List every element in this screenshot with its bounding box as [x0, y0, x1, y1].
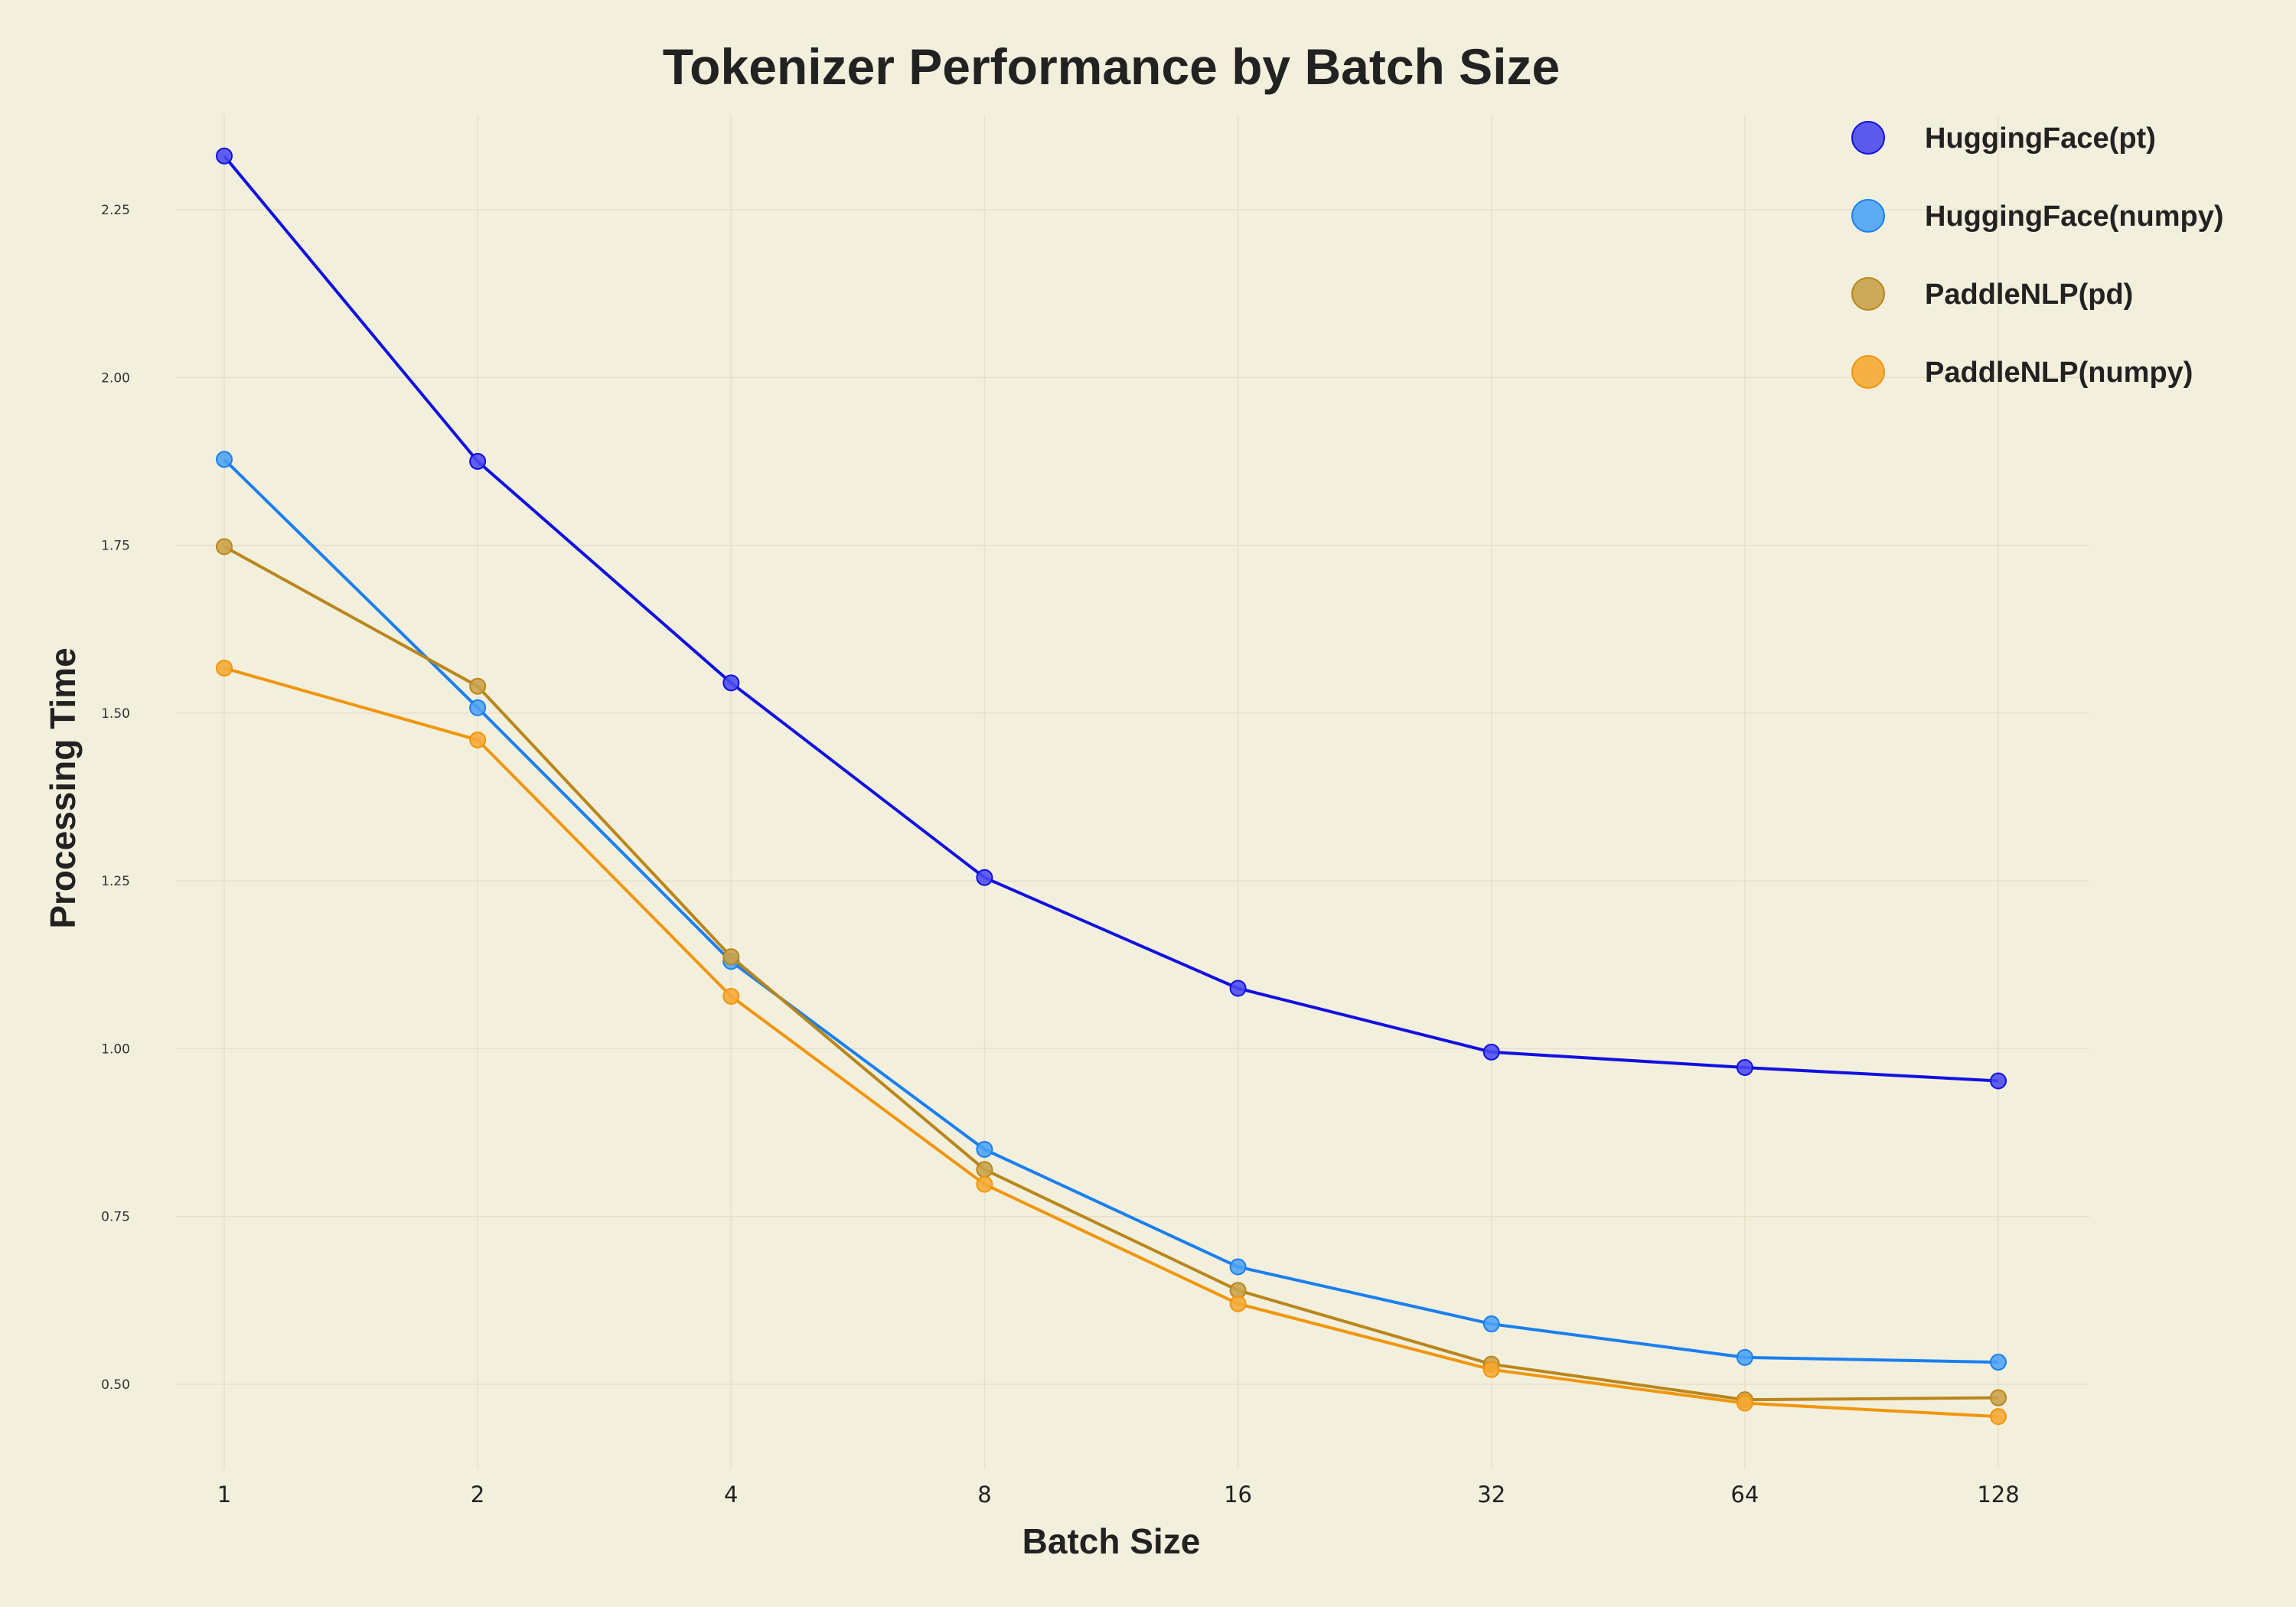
- series-line: [223, 155, 1999, 1083]
- data-point: [469, 452, 487, 470]
- data-point: [1736, 1058, 1753, 1076]
- data-point: [1990, 1408, 2007, 1426]
- chart-title: Tokenizer Performance by Batch Size: [663, 38, 1561, 95]
- series-1: [216, 451, 2007, 1371]
- y-tick-label: 1.25: [101, 874, 130, 889]
- data-point: [722, 988, 740, 1006]
- legend-label: HuggingFace(pt): [1925, 122, 2156, 155]
- legend-label: PaddleNLP(numpy): [1925, 357, 2193, 389]
- data-point: [1229, 980, 1247, 997]
- x-axis-label: Batch Size: [1022, 1521, 1201, 1561]
- data-point: [976, 1175, 993, 1193]
- data-point: [216, 451, 233, 468]
- data-point: [1482, 1043, 1500, 1061]
- y-tick-label: 1.50: [101, 706, 130, 722]
- data-point: [976, 1141, 993, 1158]
- series-0: [216, 147, 2007, 1090]
- data-point: [722, 948, 740, 966]
- series-group: [216, 147, 2007, 1426]
- data-point: [1229, 1258, 1247, 1276]
- series-3: [216, 660, 2007, 1426]
- x-axis-ticks: 1 2 4 8 16 32 64 128: [217, 1482, 2020, 1508]
- x-tick-label: 16: [1224, 1482, 1252, 1508]
- data-point: [722, 674, 740, 692]
- y-tick-label: 2.00: [101, 370, 130, 386]
- x-tick-label: 4: [724, 1482, 738, 1508]
- x-tick-label: 1: [217, 1482, 231, 1508]
- series-line: [223, 667, 1999, 1419]
- gridlines: [176, 115, 2089, 1469]
- data-point: [216, 660, 233, 677]
- x-tick-label: 128: [1977, 1482, 2019, 1508]
- legend-marker: [1851, 199, 1885, 233]
- x-tick-label: 2: [471, 1482, 484, 1508]
- y-tick-label: 1.75: [101, 539, 130, 554]
- x-tick-label: 32: [1477, 1482, 1505, 1508]
- data-point: [469, 699, 487, 716]
- data-point: [1736, 1348, 1753, 1366]
- data-point: [469, 731, 487, 748]
- x-tick-label: 8: [977, 1482, 991, 1508]
- legend: HuggingFace(pt) HuggingFace(numpy) PaddleN…: [1851, 121, 2224, 389]
- data-point: [976, 1161, 993, 1178]
- data-point: [1482, 1361, 1500, 1378]
- y-tick-label: 2.25: [101, 203, 130, 218]
- y-tick-label: 0.75: [101, 1210, 130, 1225]
- legend-marker: [1851, 355, 1885, 389]
- y-axis-ticks: 0.50 0.75 1.00 1.25 1.50 1.75 2.00 2.25: [101, 203, 130, 1393]
- data-point: [1229, 1295, 1247, 1312]
- data-point: [1990, 1072, 2007, 1090]
- y-tick-label: 1.00: [101, 1041, 130, 1057]
- legend-marker: [1851, 277, 1885, 311]
- data-point: [1736, 1394, 1753, 1412]
- y-tick-label: 0.50: [101, 1377, 130, 1393]
- series-line: [223, 545, 1999, 1402]
- data-point: [1990, 1354, 2007, 1371]
- legend-label: HuggingFace(numpy): [1925, 200, 2224, 233]
- legend-label: PaddleNLP(pd): [1925, 279, 2133, 311]
- data-point: [469, 677, 487, 695]
- y-axis-label: Processing Time: [43, 647, 83, 928]
- legend-marker: [1851, 121, 1885, 155]
- data-point: [216, 538, 233, 556]
- data-point: [216, 147, 233, 165]
- x-tick-label: 64: [1730, 1482, 1759, 1508]
- data-point: [1482, 1315, 1500, 1333]
- series-2: [216, 538, 2007, 1409]
- series-line: [223, 458, 1999, 1364]
- data-point: [1990, 1389, 2007, 1407]
- data-point: [976, 869, 993, 886]
